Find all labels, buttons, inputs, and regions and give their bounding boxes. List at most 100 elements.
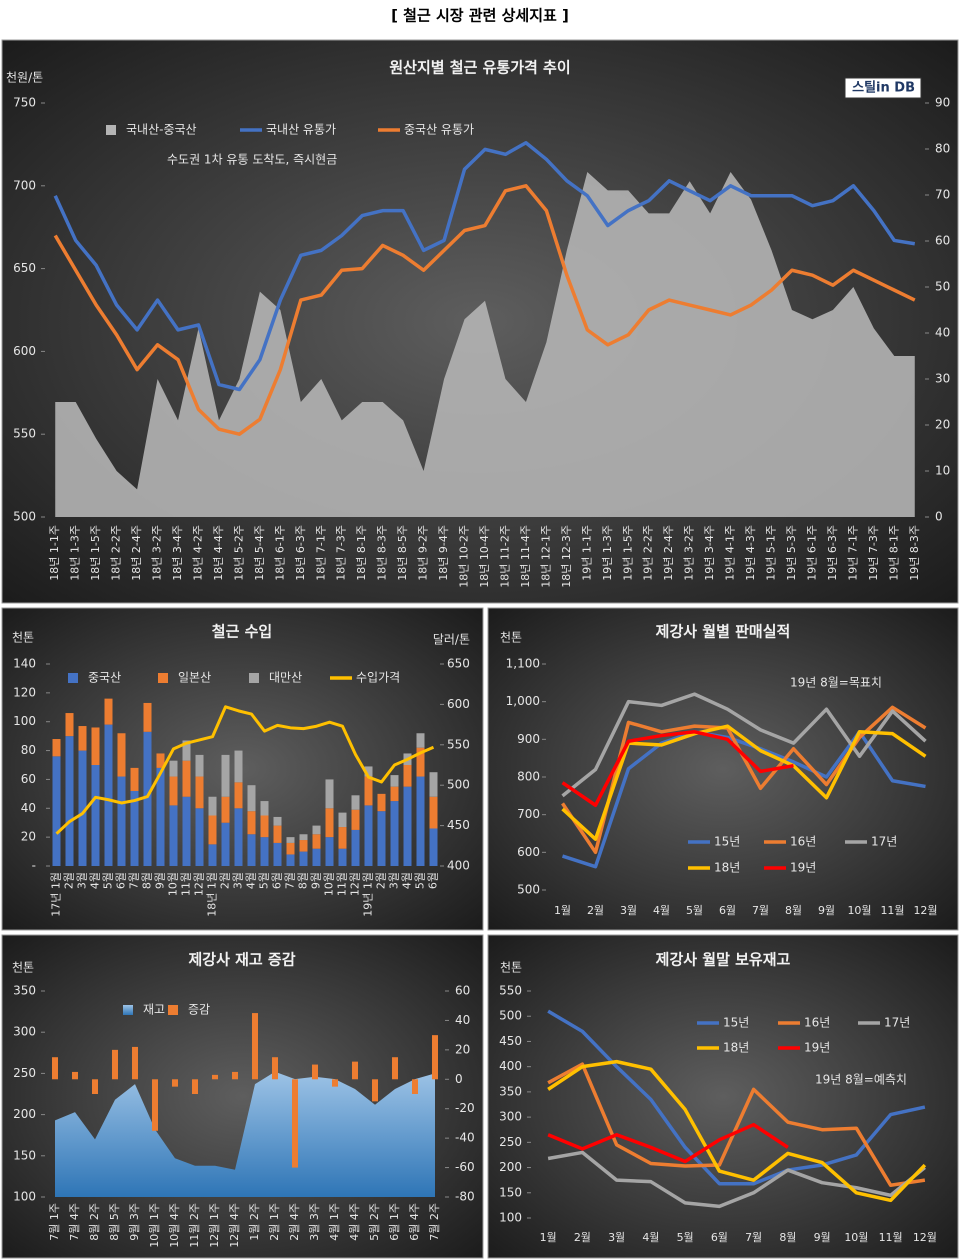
bar <box>221 754 230 797</box>
x-tick-label: 19년 2-2주 <box>642 525 655 581</box>
y2-tick-label: 450 <box>447 818 470 832</box>
x-tick-label: 18년 3-2주 <box>151 525 164 581</box>
y-tick-label: 20 <box>21 830 36 844</box>
x-tick-label: 8월 2주 <box>88 1203 101 1241</box>
bar <box>208 844 217 866</box>
y2-tick-label: 550 <box>447 737 470 751</box>
y2-tick-label: 60 <box>935 234 950 248</box>
x-tick-label: 4월 1주 <box>328 1203 341 1241</box>
x-tick-label: 5월 2주 <box>368 1203 381 1241</box>
chart-title: 철근 수입 <box>212 623 272 641</box>
x-tick-label: 8월 <box>297 872 310 889</box>
y-tick-label: 200 <box>499 1160 522 1174</box>
bar <box>143 702 152 732</box>
bar <box>338 848 347 866</box>
y2-tick-label: 650 <box>447 657 470 671</box>
legend-swatch <box>168 1005 178 1015</box>
x-tick-label: 5월 <box>686 904 703 917</box>
bar <box>416 733 425 748</box>
bar <box>338 812 347 828</box>
x-tick-label: 18년 10-4주 <box>478 525 491 588</box>
bar <box>299 851 308 866</box>
bar <box>247 811 256 835</box>
chart-title: 제강사 재고 증감 <box>188 951 295 969</box>
x-tick-label: 18년 7-1주 <box>314 525 327 581</box>
bar <box>130 790 139 866</box>
y-tick-label: - <box>32 859 36 873</box>
x-tick-label: 19년 3-4주 <box>703 525 716 581</box>
x-tick-label: 11월 <box>880 904 904 917</box>
bar <box>52 756 61 866</box>
annotation: 19년 8월=목표치 <box>790 676 882 690</box>
x-tick-label: 12월 <box>193 872 206 896</box>
x-tick-label: 7월 4주 <box>68 1203 81 1241</box>
y-tick-label: 100 <box>499 1211 522 1225</box>
x-tick-label: 18년 8-1주 <box>355 525 368 581</box>
bar <box>234 782 243 809</box>
x-tick-label: 19년 4-1주 <box>724 525 737 581</box>
y-tick-label: 500 <box>517 883 540 897</box>
y-tick-label: 300 <box>13 1025 36 1039</box>
bar <box>92 1079 98 1094</box>
x-tick-label: 2월 <box>574 1231 591 1244</box>
legend-label: 일본산 <box>178 671 211 685</box>
x-tick-label: 18년 4-2주 <box>191 525 204 581</box>
x-tick-label: 2월 <box>587 904 604 917</box>
y-tick-label: 1,000 <box>506 694 540 708</box>
bar <box>117 733 126 777</box>
legend-label: 16년 <box>790 835 816 849</box>
bar <box>299 840 308 852</box>
legend-label: 15년 <box>714 835 740 849</box>
line <box>561 692 927 798</box>
y2-tick-label: 60 <box>455 984 470 998</box>
x-tick-label: 18년 1-5주 <box>89 525 102 581</box>
bar <box>104 724 113 866</box>
bar <box>104 698 113 725</box>
bar <box>273 816 282 826</box>
legend-swatch <box>68 673 78 683</box>
x-tick-label: 9월 <box>818 904 835 917</box>
y2-tick-label: 500 <box>447 778 470 792</box>
line <box>55 705 435 835</box>
y-tick-label: 500 <box>13 510 36 524</box>
y-tick-label: 250 <box>499 1135 522 1149</box>
x-tick-label: 18년 1-1주 <box>48 525 61 581</box>
x-tick-label: 8월 <box>785 904 802 917</box>
x-tick-label: 11월 <box>180 872 193 896</box>
y-tick-label: 250 <box>13 1066 36 1080</box>
x-tick-label: 5월 <box>258 872 271 889</box>
x-tick-label: 8월 <box>779 1231 796 1244</box>
x-tick-label: 3월 3주 <box>308 1203 321 1241</box>
x-tick-label: 18년 5-2주 <box>232 525 245 581</box>
x-tick-label: 12월 4주 <box>228 1203 241 1248</box>
bar <box>247 785 256 812</box>
bar <box>78 750 87 866</box>
legend-swatch <box>106 125 116 135</box>
y2-tick-label: -80 <box>455 1190 475 1204</box>
legend-label: 19년 <box>804 1041 830 1055</box>
bar <box>338 827 347 849</box>
page-title: [ 철근 시장 관련 상세지표 ] <box>391 7 569 25</box>
x-tick-label: 3월 <box>232 872 245 889</box>
bar <box>65 713 74 737</box>
bar <box>416 776 425 866</box>
bar <box>392 1057 398 1080</box>
bar <box>351 829 360 866</box>
x-tick-label: 19년 6-1주 <box>805 525 818 581</box>
y-tick-label: 60 <box>21 772 36 786</box>
line <box>561 730 926 869</box>
bar <box>208 796 217 816</box>
x-tick-label: 9월 <box>814 1231 831 1244</box>
x-tick-label: 19년 8-1주 <box>887 525 900 581</box>
chart-background <box>487 934 959 1259</box>
bar <box>221 796 230 823</box>
chart-background <box>487 607 959 931</box>
y2-tick-label: -60 <box>455 1160 475 1174</box>
y-tick-label: 600 <box>13 344 36 358</box>
x-tick-label: 19년 7-3주 <box>867 525 880 581</box>
bar <box>112 1049 118 1080</box>
y-tick-label: 650 <box>13 261 36 275</box>
bar <box>390 775 399 787</box>
y-tick-label: 100 <box>13 714 36 728</box>
y-tick-label: 700 <box>13 178 36 192</box>
